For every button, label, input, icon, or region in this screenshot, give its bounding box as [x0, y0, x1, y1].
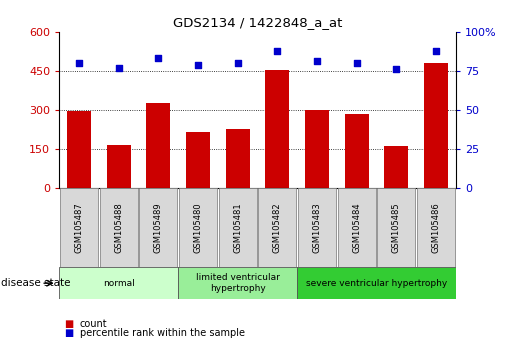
Point: [75, 60, 83, 66]
Text: GSM105488: GSM105488: [114, 202, 123, 253]
Bar: [100, 188, 138, 267]
Text: count: count: [80, 319, 108, 329]
Text: GSM105485: GSM105485: [392, 202, 401, 253]
Bar: [146, 103, 170, 188]
Bar: [424, 63, 448, 188]
Text: severe ventricular hypertrophy: severe ventricular hypertrophy: [306, 279, 447, 288]
Point: [352, 60, 360, 66]
Text: disease state: disease state: [1, 278, 71, 288]
Bar: [107, 145, 131, 188]
Point: [154, 56, 162, 61]
Bar: [297, 267, 456, 299]
Bar: [60, 188, 98, 267]
Bar: [345, 114, 369, 188]
Bar: [186, 132, 210, 188]
Point: [114, 65, 123, 70]
Title: GDS2134 / 1422848_a_at: GDS2134 / 1422848_a_at: [173, 16, 342, 29]
Point: [233, 60, 242, 66]
Text: limited ventricular
hypertrophy: limited ventricular hypertrophy: [196, 274, 280, 293]
Bar: [178, 267, 297, 299]
Text: GSM105483: GSM105483: [313, 202, 321, 253]
Bar: [140, 188, 177, 267]
Bar: [338, 188, 375, 267]
Text: ■: ■: [64, 319, 74, 329]
Text: GSM105484: GSM105484: [352, 202, 361, 253]
Text: GSM105481: GSM105481: [233, 202, 242, 253]
Text: GSM105489: GSM105489: [154, 202, 163, 253]
Point: [432, 48, 440, 53]
Text: GSM105486: GSM105486: [432, 202, 440, 253]
Bar: [384, 146, 408, 188]
Point: [273, 48, 281, 53]
Bar: [259, 188, 296, 267]
Bar: [219, 188, 256, 267]
Text: ■: ■: [64, 328, 74, 338]
Text: percentile rank within the sample: percentile rank within the sample: [80, 328, 245, 338]
Text: GSM105487: GSM105487: [75, 202, 83, 253]
Bar: [226, 129, 250, 188]
Point: [392, 67, 401, 72]
Point: [194, 62, 202, 67]
Bar: [59, 267, 178, 299]
Bar: [305, 110, 329, 188]
Text: GSM105482: GSM105482: [273, 202, 282, 253]
Bar: [298, 188, 336, 267]
Bar: [417, 188, 455, 267]
Point: [313, 59, 321, 64]
Text: GSM105480: GSM105480: [194, 202, 202, 253]
Bar: [265, 69, 289, 188]
Bar: [377, 188, 415, 267]
Bar: [179, 188, 217, 267]
Bar: [67, 111, 91, 188]
Text: normal: normal: [103, 279, 134, 288]
